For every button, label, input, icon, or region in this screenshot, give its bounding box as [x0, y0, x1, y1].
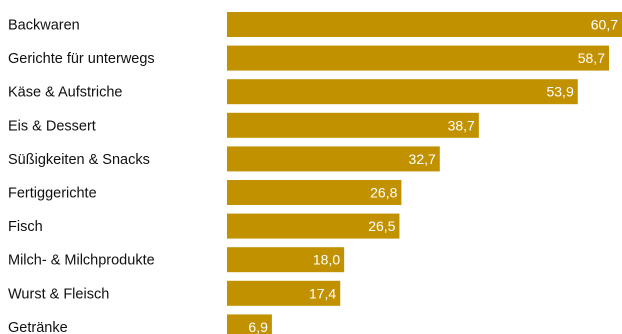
value-label: 32,7 — [409, 151, 436, 167]
category-label: Wurst & Fleisch — [8, 286, 109, 302]
bar — [227, 112, 479, 138]
value-label: 17,4 — [309, 285, 336, 301]
bar — [227, 180, 402, 205]
category-label: Käse & Aufstriche — [8, 85, 122, 101]
value-label: 60,7 — [591, 17, 618, 33]
bar — [227, 79, 578, 105]
value-label: 26,8 — [370, 185, 397, 201]
bar — [227, 213, 400, 239]
bar — [227, 280, 341, 306]
value-label: 18,0 — [313, 252, 340, 268]
category-label: Backwaren — [8, 18, 80, 34]
category-label: Fisch — [8, 219, 43, 235]
category-label: Süßigkeiten & Snacks — [8, 152, 150, 168]
category-label: Milch- & Milchprodukte — [8, 253, 155, 269]
bar — [227, 12, 622, 37]
bars — [227, 12, 622, 334]
value-label: 6,9 — [248, 319, 268, 334]
category-labels: Backwaren Gerichte für unterwegs Käse & Au… — [8, 18, 155, 334]
value-label: 38,7 — [448, 117, 475, 133]
bar — [227, 314, 272, 334]
bar — [227, 247, 345, 273]
category-label: Getränke — [8, 320, 68, 334]
category-label: Fertiggerichte — [8, 186, 97, 202]
value-label: 58,7 — [578, 50, 605, 66]
bar — [227, 146, 440, 172]
category-label: Gerichte für unterwegs — [8, 51, 155, 67]
value-label: 26,5 — [368, 218, 395, 234]
bar — [227, 45, 609, 71]
value-label: 53,9 — [546, 84, 573, 100]
value-labels: 60,7 58,7 53,9 38,7 32,7 26,8 26,5 18,0 17,4 6,9 — [248, 17, 618, 334]
category-label: Eis & Dessert — [8, 118, 96, 134]
